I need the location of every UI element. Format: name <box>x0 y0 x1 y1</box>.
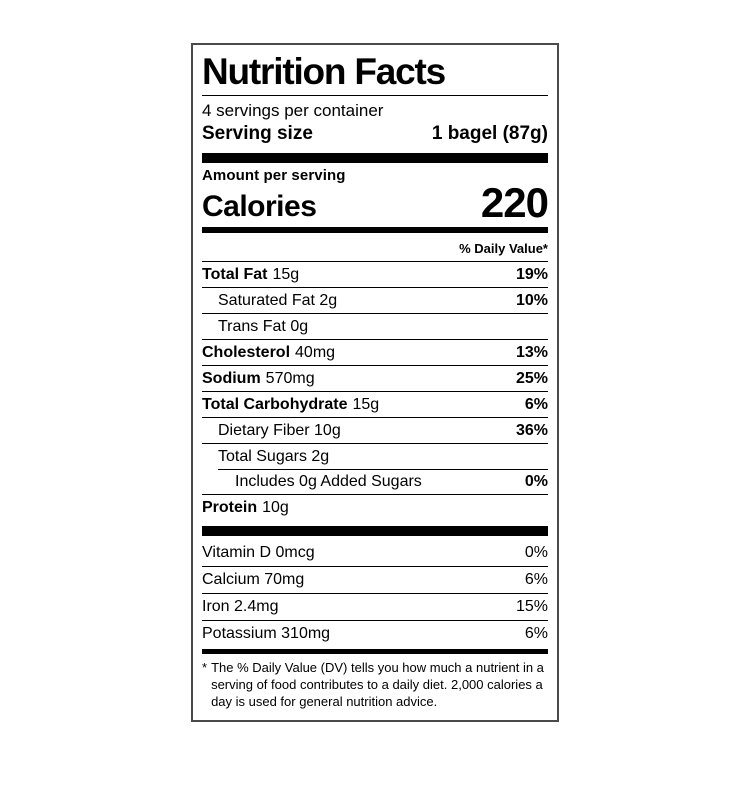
nutrition-facts-label: Nutrition Facts 4 servings per container… <box>191 43 559 722</box>
calories-value: 220 <box>480 178 549 226</box>
vitamin-label: Vitamin D 0mcg <box>202 543 315 561</box>
nutrient-dv: 0% <box>524 472 548 490</box>
nutrient-row-protein: Protein 10g <box>202 493 548 520</box>
vitamin-dv: 0% <box>524 543 548 561</box>
footnote-text: The % Daily Value (DV) tells you how muc… <box>211 659 544 709</box>
section-bar-thick <box>202 152 548 163</box>
nutrient-amount: 15g <box>272 265 300 283</box>
serving-size-value: 1 bagel (87g) <box>431 123 548 145</box>
vitamin-label: Calcium 70mg <box>202 570 305 588</box>
nutrient-name: Protein <box>202 498 258 516</box>
vitamin-row-calcium: Calcium 70mg 6% <box>202 565 548 593</box>
nutrient-amount: Saturated Fat 2g <box>218 291 338 309</box>
nutrient-amount: 10g <box>262 498 289 516</box>
vitamin-label: Iron 2.4mg <box>202 597 279 615</box>
nutrient-dv: 10% <box>515 291 548 309</box>
nutrient-row-sodium: Sodium 570mg 25% <box>202 364 548 391</box>
servings-per-container: 4 servings per container <box>202 100 384 120</box>
nutrient-dv: 6% <box>524 395 548 413</box>
nutrient-row-total-sugars: Total Sugars 2g <box>202 442 548 469</box>
serving-size-label: Serving size <box>202 123 313 145</box>
label-title: Nutrition Facts <box>202 51 446 92</box>
calories-row: Calories 220 <box>202 178 549 226</box>
nutrient-name: Total Carbohydrate <box>202 395 348 413</box>
calories-label: Calories <box>202 190 317 224</box>
section-bar-medium <box>202 648 548 654</box>
daily-value-header: % Daily Value* <box>459 240 548 256</box>
nutrient-name: Sodium <box>202 369 261 387</box>
vitamin-dv: 6% <box>524 570 548 588</box>
nutrient-row-total-carbohydrate: Total Carbohydrate 15g 6% <box>202 390 548 417</box>
nutrient-amount: Dietary Fiber 10g <box>218 421 341 439</box>
vitamin-dv: 15% <box>515 597 548 615</box>
nutrient-amount: 40mg <box>295 343 336 361</box>
nutrient-row-total-fat: Total Fat 15g 19% <box>202 260 548 287</box>
amount-per-serving-label: Amount per serving <box>202 166 346 184</box>
vitamin-label: Potassium 310mg <box>202 624 331 642</box>
daily-value-footnote: * The % Daily Value (DV) tells you how m… <box>202 654 548 712</box>
nutrient-dv: 13% <box>515 343 548 361</box>
nutrient-dv: 19% <box>515 265 548 283</box>
nutrient-dv: 36% <box>515 421 548 439</box>
section-bar-thick <box>202 525 548 536</box>
nutrient-amount: 570mg <box>265 369 315 387</box>
nutrient-name: Total Fat <box>202 265 268 283</box>
nutrient-row-saturated-fat: Saturated Fat 2g 10% <box>202 286 548 313</box>
section-bar-medium <box>202 226 548 233</box>
nutrient-row-dietary-fiber: Dietary Fiber 10g 36% <box>202 416 548 443</box>
nutrient-amount: Total Sugars 2g <box>218 447 330 465</box>
footnote-asterisk: * <box>202 659 208 675</box>
nutrient-row-added-sugars: Includes 0g Added Sugars 0% <box>202 468 548 494</box>
nutrient-row-trans-fat: Trans Fat 0g <box>202 312 548 339</box>
nutrient-name: Cholesterol <box>202 343 291 361</box>
title-divider <box>202 94 548 96</box>
nutrient-row-cholesterol: Cholesterol 40mg 13% <box>202 338 548 365</box>
vitamin-row-vitamin-d: Vitamin D 0mcg 0% <box>202 540 548 566</box>
vitamin-row-iron: Iron 2.4mg 15% <box>202 592 548 620</box>
nutrient-amount: 15g <box>352 395 380 413</box>
vitamin-row-potassium: Potassium 310mg 6% <box>202 619 548 647</box>
nutrient-dv: 25% <box>515 369 548 387</box>
nutrient-amount: Includes 0g Added Sugars <box>235 472 422 490</box>
nutrient-amount: Trans Fat 0g <box>218 317 309 335</box>
serving-size-row: Serving size 1 bagel (87g) <box>202 122 548 147</box>
vitamin-dv: 6% <box>524 624 548 642</box>
